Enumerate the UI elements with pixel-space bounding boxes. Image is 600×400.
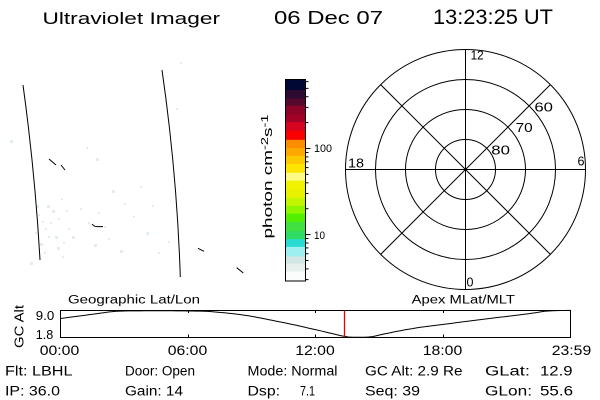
svg-text:0: 0 <box>467 276 474 290</box>
svg-text:6: 6 <box>578 155 585 169</box>
svg-text:Apex MLat/MLT: Apex MLat/MLT <box>412 295 515 307</box>
svg-text:12: 12 <box>471 49 484 63</box>
svg-text:7.1: 7.1 <box>300 384 315 399</box>
svg-text:55.6: 55.6 <box>540 384 573 399</box>
svg-text:GC Alt: GC Alt <box>11 305 26 348</box>
svg-text:18: 18 <box>348 157 364 171</box>
svg-text:1.8: 1.8 <box>36 327 54 342</box>
svg-text:00:00: 00:00 <box>40 343 80 358</box>
svg-text:12:00: 12:00 <box>295 343 335 358</box>
svg-text:photon cm-2s-1: photon cm-2s-1 <box>260 114 275 239</box>
svg-text:GLon:: GLon: <box>485 384 532 399</box>
svg-text:Dsp:: Dsp: <box>248 384 281 399</box>
svg-text:9.0: 9.0 <box>36 308 54 323</box>
svg-text:06 Dec 07: 06 Dec 07 <box>274 8 383 28</box>
svg-text:IP: 36.0: IP: 36.0 <box>5 384 60 399</box>
svg-text:23:59: 23:59 <box>552 343 592 358</box>
svg-text:60: 60 <box>534 100 553 114</box>
svg-text:Mode: Normal: Mode: Normal <box>248 364 338 379</box>
svg-text:Seq: 39: Seq: 39 <box>365 384 420 399</box>
svg-text:Ultraviolet Imager: Ultraviolet Imager <box>43 9 221 28</box>
svg-text:GLat:: GLat: <box>485 364 530 379</box>
svg-text:Gain: 14: Gain: 14 <box>125 384 184 399</box>
svg-text:13:23:25 UT: 13:23:25 UT <box>433 6 553 29</box>
svg-text:100: 100 <box>314 143 332 155</box>
svg-text:70: 70 <box>516 121 533 135</box>
svg-text:10: 10 <box>314 230 325 242</box>
svg-text:80: 80 <box>491 143 510 157</box>
svg-text:Flt: LBHL: Flt: LBHL <box>5 364 73 379</box>
svg-text:18:00: 18:00 <box>423 343 463 358</box>
svg-text:Geographic Lat/Lon: Geographic Lat/Lon <box>68 294 200 306</box>
svg-text:06:00: 06:00 <box>168 343 208 358</box>
svg-text:12.9: 12.9 <box>540 364 573 379</box>
svg-text:GC Alt: 2.9 Re: GC Alt: 2.9 Re <box>365 364 463 379</box>
svg-text:Door: Open: Door: Open <box>125 364 195 379</box>
